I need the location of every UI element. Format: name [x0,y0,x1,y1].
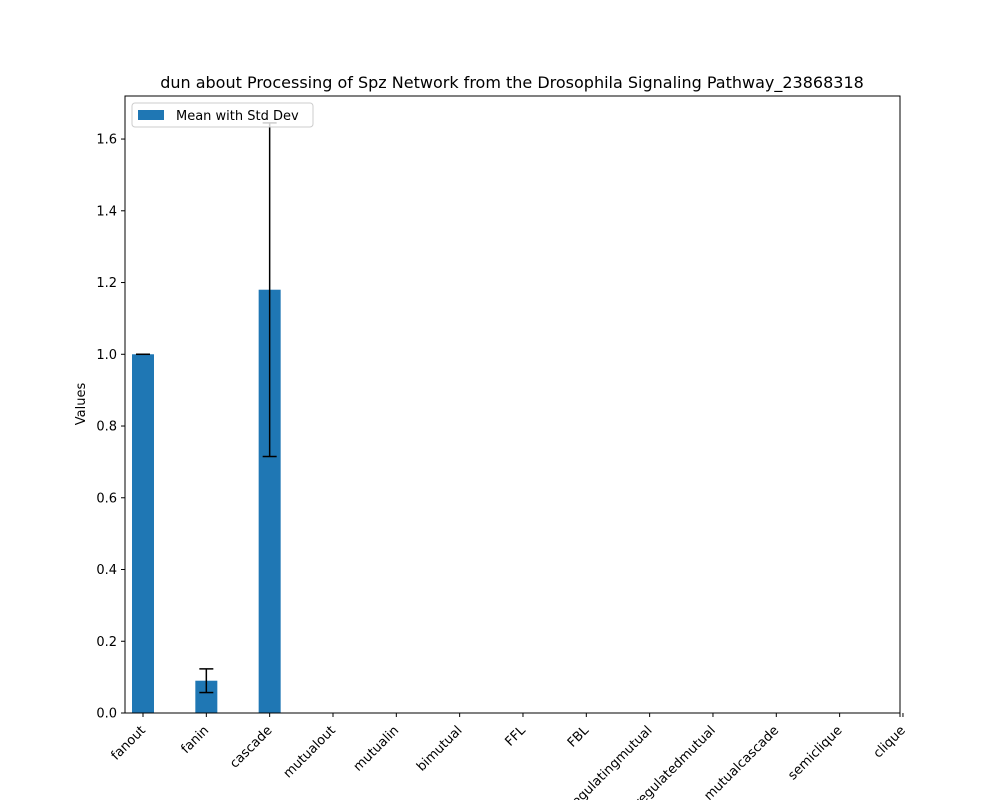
x-tick-label: mutualin [351,723,402,774]
y-ticks-layer: 0.0 0.2 0.4 0.6 0.8 1.0 1.2 1.4 1.6 [96,133,125,722]
x-tick-label: FFL [503,723,530,750]
x-tick-label: clique [871,723,909,761]
y-tick-label: 1.0 [96,348,117,363]
y-tick-label: 0.8 [96,420,117,435]
plot-frame [124,95,901,714]
x-ticks-layer: fanout fanin cascade mutualout mutualin bimut… [108,713,909,804]
error-bar-fanin [199,668,214,694]
error-bars-layer [136,122,277,694]
y-tick-label: 0.2 [96,635,117,650]
bar-cascade [258,289,281,713]
legend-box [131,102,314,128]
legend-swatch [138,110,164,120]
chart-title: dun about Processing of Spz Network from… [160,73,864,93]
x-tick-label: fanout [108,723,148,763]
y-tick-label: 1.2 [96,276,117,291]
y-tick-label: 0.0 [96,707,117,722]
x-tick-label: fanin [178,723,212,757]
x-tick-label: FBL [565,723,593,751]
y-axis-label: Values [74,383,89,426]
y-tick-label: 0.6 [96,491,117,506]
y-tick-label: 1.6 [96,133,117,148]
bar-fanout [132,354,154,713]
x-tick-label: semiclique [785,723,845,783]
legend: Mean with Std Dev [131,102,314,128]
legend-label: Mean with Std Dev [176,109,299,124]
y-tick-label: 0.4 [96,563,117,578]
bars-layer [132,289,281,713]
bar-fanin [195,680,218,713]
x-tick-label: bimutual [414,723,465,774]
x-tick-label: mutualout [281,723,339,781]
y-tick-label: 1.4 [96,204,117,219]
x-tick-label: cascade [227,723,275,771]
